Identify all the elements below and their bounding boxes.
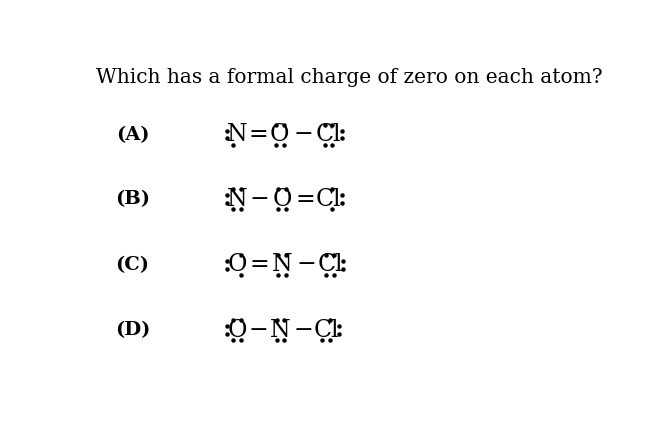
Text: (D): (D) xyxy=(115,321,150,339)
Text: Which has a formal charge of zero on each atom?: Which has a formal charge of zero on eac… xyxy=(96,68,602,88)
Text: Cl: Cl xyxy=(316,188,342,211)
Text: −: − xyxy=(296,253,316,276)
Text: O: O xyxy=(270,123,290,146)
Text: (A): (A) xyxy=(116,126,149,144)
Text: N: N xyxy=(270,319,291,342)
Text: (C): (C) xyxy=(116,256,150,274)
Text: =: = xyxy=(250,253,269,276)
Text: N: N xyxy=(227,188,248,211)
Text: O: O xyxy=(227,319,247,342)
Text: N: N xyxy=(227,123,248,146)
Text: O: O xyxy=(272,188,292,211)
Text: (B): (B) xyxy=(115,190,150,208)
Text: Cl: Cl xyxy=(313,319,339,342)
Text: −: − xyxy=(249,319,269,342)
Text: Cl: Cl xyxy=(316,123,342,146)
Text: −: − xyxy=(293,319,313,342)
Text: −: − xyxy=(250,188,269,211)
Text: =: = xyxy=(249,123,269,146)
Text: N: N xyxy=(272,253,292,276)
Text: O: O xyxy=(227,253,247,276)
Text: −: − xyxy=(294,123,313,146)
Text: Cl: Cl xyxy=(317,253,343,276)
Text: =: = xyxy=(296,188,315,211)
